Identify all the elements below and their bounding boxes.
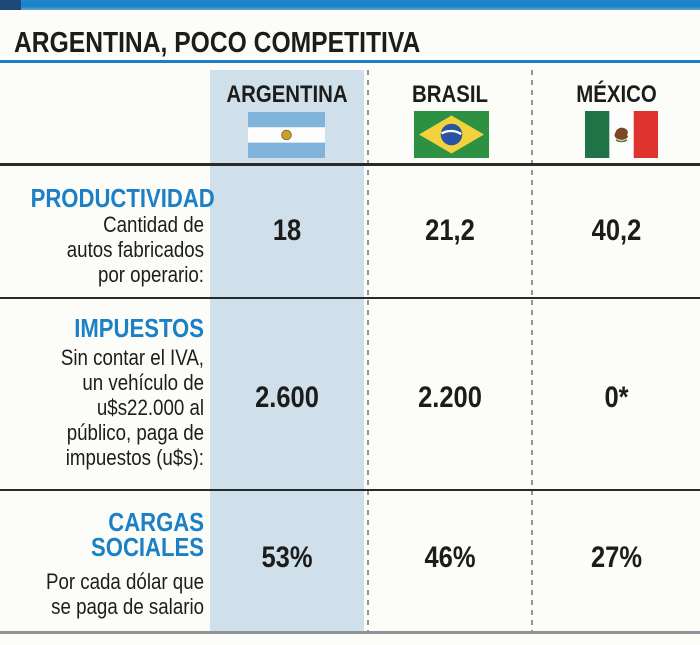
page-title: ARGENTINA, POCO COMPETITIVA [14, 27, 421, 59]
argentina-flag-icon [248, 112, 325, 158]
description-line: autos fabricados [66, 237, 204, 262]
row-description-impuestos: Sin contar el IVA, un vehículo de u$s22.… [31, 345, 204, 470]
top-accent-bar [0, 0, 700, 10]
value-productividad-mexico: 40,2 [591, 214, 642, 247]
row-heading-productividad: PRODUCTIVIDAD [30, 183, 215, 213]
top-accent-bar-corner [0, 0, 21, 10]
column-header-argentina: ARGENTINA [226, 81, 348, 108]
row-heading-line: SOCIALES [91, 532, 204, 562]
row-separator-1 [0, 297, 700, 299]
description-line: Cantidad de [103, 212, 204, 237]
row-heading-line: PRODUCTIVIDAD [30, 183, 215, 213]
row-description-productividad: Cantidad de autos fabricados por operari… [31, 212, 204, 287]
value-productividad-brasil: 21,2 [425, 214, 475, 247]
value-impuestos-argentina: 2.600 [255, 381, 319, 414]
value-impuestos-brasil: 2.200 [418, 381, 482, 414]
row-separator-2 [0, 489, 700, 491]
column-header-brasil: BRASIL [412, 81, 488, 108]
header-rule [0, 163, 700, 166]
column-header-mexico: MÉXICO [576, 81, 657, 108]
mexico-flag-icon [585, 111, 658, 158]
column-divider-2 [531, 70, 533, 632]
value-impuestos-mexico: 0* [604, 381, 629, 414]
description-line: u$s22.000 al [96, 395, 204, 420]
brasil-flag-icon [414, 111, 489, 158]
description-line: por operario: [97, 262, 204, 287]
row-heading-line: CARGAS [108, 507, 204, 537]
row-heading-impuestos: IMPUESTOS [31, 313, 204, 343]
description-line: se paga de salario [51, 594, 205, 619]
description-line: impuestos (u$s): [65, 445, 204, 470]
title-underline [0, 60, 700, 63]
value-productividad-argentina: 18 [272, 214, 302, 247]
value-cargas-mexico: 27% [590, 541, 643, 574]
description-line: Por cada dólar que [45, 569, 205, 594]
value-cargas-brasil: 46% [424, 541, 476, 574]
row-heading-cargas-sociales: CARGAS SOCIALES [31, 507, 204, 562]
value-cargas-argentina: 53% [261, 541, 313, 574]
description-line: público, paga de [66, 420, 204, 445]
row-heading-line: IMPUESTOS [74, 313, 204, 343]
description-line: un vehículo de [82, 370, 204, 395]
row-description-cargas-sociales: Por cada dólar que se paga de salario [31, 569, 204, 619]
description-line: Sin contar el IVA, [60, 345, 204, 370]
column-divider-1 [367, 70, 369, 632]
bottom-rule [0, 631, 700, 634]
